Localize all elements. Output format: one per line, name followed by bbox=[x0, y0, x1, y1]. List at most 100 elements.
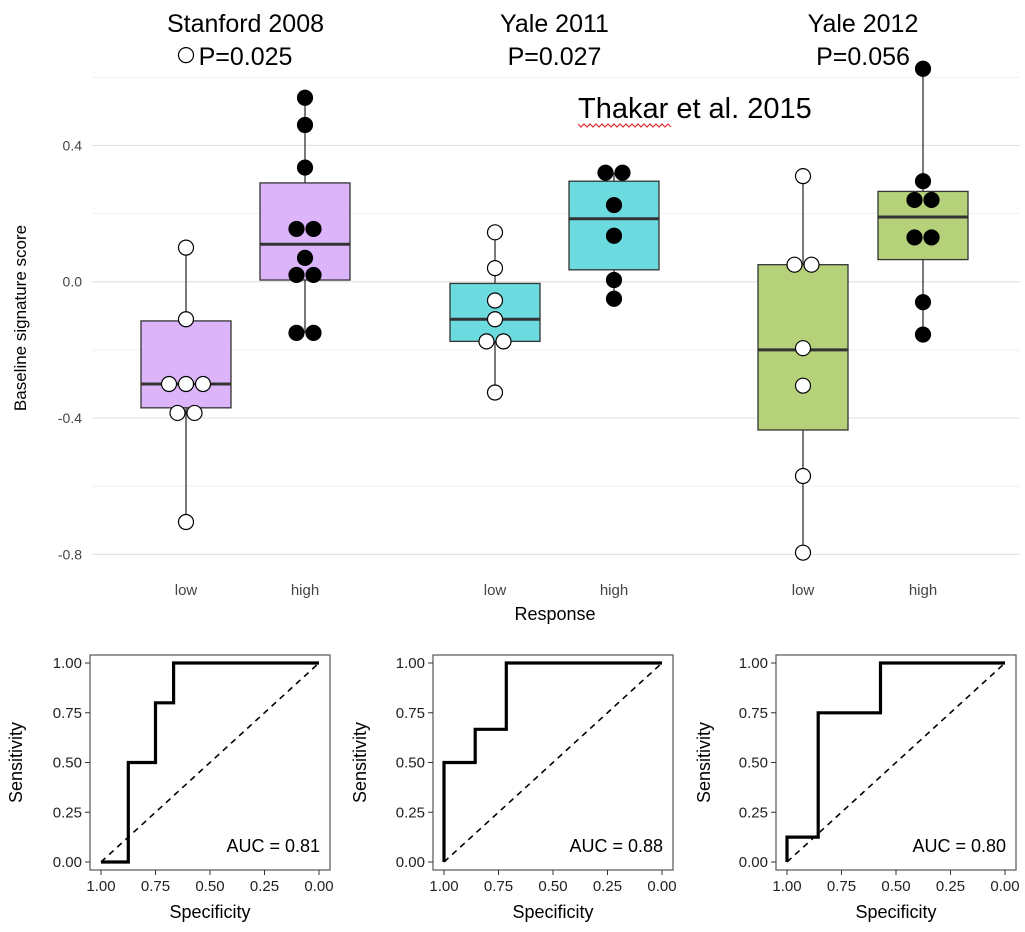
data-point-low bbox=[796, 468, 811, 483]
data-point-high bbox=[916, 327, 931, 342]
x-tick-label: low bbox=[484, 582, 507, 599]
y-tick-label: 0.0 bbox=[63, 274, 83, 290]
data-point-high bbox=[298, 90, 313, 105]
y-tick-label: 0.4 bbox=[63, 137, 83, 153]
y-tick-label: -0.4 bbox=[58, 410, 82, 426]
facet-pvalue: P=0.025 bbox=[199, 43, 293, 71]
data-point-high bbox=[907, 230, 922, 245]
roc-panel: 1.00 1.00 0.75 0.75 0.50 0.50 0.25 0.25 0.00 0.00… bbox=[6, 655, 334, 922]
x-tick-label: 0.25 bbox=[250, 878, 279, 895]
data-point-low bbox=[796, 378, 811, 393]
x-tick-label: 0.25 bbox=[936, 878, 965, 895]
box-low bbox=[141, 321, 231, 408]
y-tick-label: 0.50 bbox=[396, 755, 425, 772]
y-tick-label: 0.75 bbox=[739, 705, 768, 722]
x-tick-label: 1.00 bbox=[429, 878, 458, 895]
auc-label: AUC = 0.81 bbox=[226, 836, 320, 856]
data-point-low bbox=[488, 225, 503, 240]
x-tick-label: 0.25 bbox=[593, 878, 622, 895]
data-point-low bbox=[179, 48, 194, 63]
data-point-low bbox=[179, 312, 194, 327]
data-point-high bbox=[916, 61, 931, 76]
x-tick-label: 0.75 bbox=[141, 878, 170, 895]
y-tick-label: 0.50 bbox=[739, 755, 768, 772]
y-tick-label: 1.00 bbox=[396, 655, 425, 672]
facet-pvalue: P=0.027 bbox=[508, 43, 602, 71]
data-point-low bbox=[488, 385, 503, 400]
data-point-low bbox=[196, 376, 211, 391]
data-point-high bbox=[916, 295, 931, 310]
data-point-high bbox=[924, 192, 939, 207]
data-point-low bbox=[170, 405, 185, 420]
x-tick-label: high bbox=[291, 582, 319, 599]
data-point-low bbox=[804, 257, 819, 272]
x-tick-label: low bbox=[792, 582, 815, 599]
data-point-high bbox=[298, 117, 313, 132]
x-tick-label: high bbox=[909, 582, 937, 599]
data-point-low bbox=[496, 334, 511, 349]
roc-y-axis-label: Sensitivity bbox=[350, 722, 370, 803]
data-point-high bbox=[607, 273, 622, 288]
data-point-high bbox=[607, 291, 622, 306]
data-point-high bbox=[289, 221, 304, 236]
data-point-high bbox=[298, 160, 313, 175]
data-point-low bbox=[479, 334, 494, 349]
data-point-low bbox=[179, 514, 194, 529]
data-point-high bbox=[306, 267, 321, 282]
data-point-high bbox=[615, 165, 630, 180]
x-tick-label: 0.00 bbox=[647, 878, 676, 895]
facet-title: Yale 2011 bbox=[500, 10, 609, 38]
x-tick-label: high bbox=[600, 582, 628, 599]
roc-y-axis-label: Sensitivity bbox=[6, 722, 26, 803]
data-point-high bbox=[607, 198, 622, 213]
data-point-low bbox=[488, 312, 503, 327]
data-point-low bbox=[488, 261, 503, 276]
roc-panels: 1.00 1.00 0.75 0.75 0.50 0.50 0.25 0.25 0.00 0.00… bbox=[6, 655, 1020, 922]
y-tick-label: 0.25 bbox=[396, 804, 425, 821]
data-point-low bbox=[179, 376, 194, 391]
x-tick-label: 0.00 bbox=[304, 878, 333, 895]
y-axis-label: Baseline signature score bbox=[11, 225, 30, 411]
y-tick-label: 1.00 bbox=[53, 655, 82, 672]
boxplot-group: Stanford 2008 P=0.025 low high bbox=[141, 10, 350, 599]
boxplot-panel: 0.4 0.0 -0.4 -0.8 Stanford 2008 P=0.025 low hig… bbox=[58, 10, 1020, 599]
y-tick-label: -0.8 bbox=[58, 546, 82, 562]
annotation-text: Thakar et al. 2015 bbox=[578, 93, 812, 125]
data-point-high bbox=[298, 250, 313, 265]
data-point-low bbox=[179, 240, 194, 255]
x-tick-label: 0.50 bbox=[195, 878, 224, 895]
data-point-high bbox=[916, 174, 931, 189]
y-tick-label: 1.00 bbox=[739, 655, 768, 672]
x-tick-label: 0.75 bbox=[484, 878, 513, 895]
data-point-low bbox=[796, 341, 811, 356]
data-point-low bbox=[488, 293, 503, 308]
x-tick-label: 0.50 bbox=[538, 878, 567, 895]
roc-x-axis-label: Specificity bbox=[512, 902, 593, 922]
y-tick-label: 0.25 bbox=[53, 804, 82, 821]
data-point-high bbox=[306, 221, 321, 236]
x-tick-label: 0.00 bbox=[990, 878, 1019, 895]
roc-x-axis-label: Specificity bbox=[169, 902, 250, 922]
data-point-low bbox=[796, 545, 811, 560]
box-high bbox=[569, 181, 659, 270]
box-high bbox=[878, 191, 968, 259]
data-point-high bbox=[306, 325, 321, 340]
x-axis-label: Response bbox=[514, 604, 595, 624]
x-tick-label: 0.50 bbox=[881, 878, 910, 895]
facet-pvalue: P=0.056 bbox=[816, 43, 910, 71]
y-tick-label: 0.00 bbox=[53, 854, 82, 871]
facet-title: Yale 2012 bbox=[808, 10, 919, 38]
data-point-low bbox=[162, 376, 177, 391]
x-tick-label: 1.00 bbox=[86, 878, 115, 895]
roc-panel: 1.00 1.00 0.75 0.75 0.50 0.50 0.25 0.25 0.00 0.00… bbox=[694, 655, 1020, 922]
y-tick-label: 0.50 bbox=[53, 755, 82, 772]
data-point-low bbox=[796, 169, 811, 184]
roc-y-axis-label: Sensitivity bbox=[694, 722, 714, 803]
y-tick-label: 0.25 bbox=[739, 804, 768, 821]
data-point-high bbox=[289, 267, 304, 282]
auc-label: AUC = 0.80 bbox=[912, 836, 1006, 856]
data-point-low bbox=[187, 405, 202, 420]
y-tick-label: 0.75 bbox=[396, 705, 425, 722]
